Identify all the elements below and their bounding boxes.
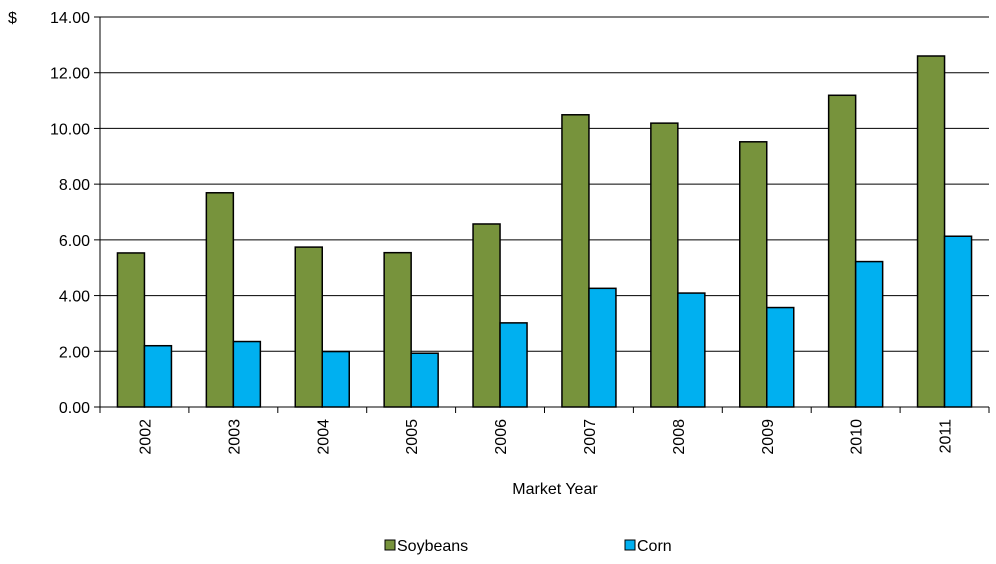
bar-soybeans-2003 [205,192,235,408]
y-tick-labels: 0.00 2.00 4.00 6.00 8.00 10.00 12.00 14.00 [50,10,100,417]
x-tick-label: 2006 [493,419,510,455]
x-tick-label: 2004 [315,419,332,455]
bar-corn-2009 [766,306,795,408]
bar-soybeans-2006 [472,223,501,408]
legend-label-corn: Corn [637,538,672,555]
y-tick-label: 14.00 [50,10,90,27]
x-tick-label: 2011 [938,419,955,454]
x-tick-label: 2009 [760,419,777,455]
x-axis-title: Market Year [512,481,598,498]
x-tick-label: 2005 [404,419,421,455]
legend-swatch-corn [624,539,636,551]
bar-corn-2006 [499,322,528,408]
legend-label-soybeans: Soybeans [397,538,468,555]
bar-soybeans-2008 [650,122,679,408]
bar-soybeans-2005 [383,251,412,408]
x-tick-label: 2002 [137,419,154,455]
x-tick-label: 2008 [671,419,688,455]
bar-soybeans-2009 [739,141,768,408]
y-tick-label: 8.00 [59,177,90,194]
bar-corn-2008 [677,292,706,408]
y-tick-label: 4.00 [59,289,90,306]
y-tick-label: 12.00 [50,66,90,83]
bar-corn-2007 [588,287,617,408]
bars [116,55,973,408]
bar-soybeans-2002 [116,252,146,408]
legend: Soybeans Corn [384,538,672,555]
bar-corn-2004 [321,350,350,408]
bar-soybeans-2007 [561,114,590,408]
x-tick-label: 2010 [849,419,866,455]
bar-corn-2005 [410,352,439,408]
bar-corn-2003 [232,340,262,408]
y-tick-label: 6.00 [59,233,90,250]
y-tick-label: 2.00 [59,344,90,361]
bar-corn-2010 [854,260,884,408]
bar-corn-2011 [943,235,973,408]
x-tick-label: 2003 [226,419,243,455]
bar-soybeans-2004 [294,246,323,408]
bar-soybeans-2010 [827,94,857,408]
bar-soybeans-2011 [916,55,946,408]
x-tick-labels: 2002 2003 2004 2005 2006 2007 2008 2009 2010 2011 [99,407,990,455]
bar-corn-2002 [143,344,173,408]
legend-swatch-soybeans [384,539,396,551]
y-tick-label: 0.00 [59,400,90,417]
y-tick-label: 10.00 [50,121,90,138]
gridlines [100,16,989,352]
y-axis-prefix: $ [8,10,17,27]
x-tick-label: 2007 [582,419,599,455]
